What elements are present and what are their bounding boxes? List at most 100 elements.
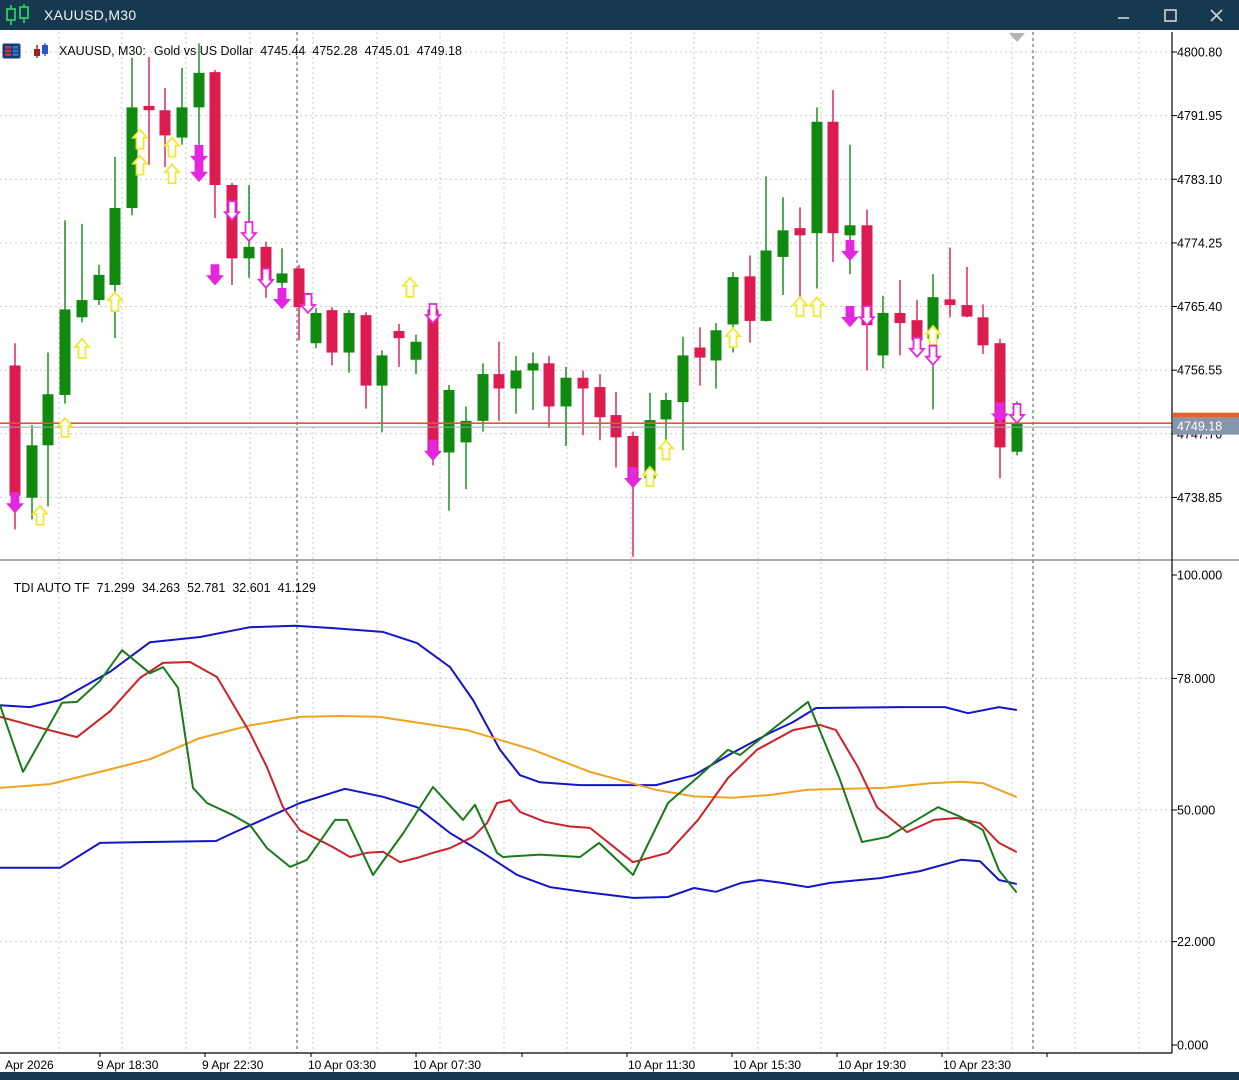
- candle-body: [42, 394, 54, 446]
- candle-body: [911, 320, 923, 341]
- close-button[interactable]: [1193, 0, 1239, 30]
- minimize-button[interactable]: [1101, 0, 1147, 30]
- sell-signal-strong-arrow-icon: [273, 287, 291, 310]
- candle-body: [877, 312, 889, 356]
- candle-body: [660, 399, 672, 420]
- indicator-label: TDI AUTO TF 71.299 34.263 52.781 32.601 41.12…: [0, 567, 316, 609]
- candle-body: [694, 347, 706, 358]
- window-bottom-edge: [0, 1072, 1239, 1080]
- candle-body: [594, 387, 606, 418]
- candle-body: [710, 330, 722, 361]
- chart-type-icon[interactable]: [31, 43, 51, 59]
- candle-body: [811, 121, 823, 234]
- candle-body: [326, 310, 338, 353]
- candle-body: [977, 317, 989, 346]
- sell-signal-arrow-icon: [1008, 403, 1026, 425]
- buy-signal-arrow-icon: [106, 290, 124, 313]
- candle-body: [527, 363, 539, 371]
- ohlc-high: 4752.28: [312, 44, 358, 58]
- candle-body: [744, 276, 756, 321]
- candle-body: [927, 297, 939, 339]
- candle-body: [243, 246, 255, 259]
- current-price-tag[interactable]: [1173, 417, 1239, 435]
- minimize-icon: [1118, 17, 1129, 19]
- sell-signal-strong-arrow-icon: [206, 264, 224, 286]
- time-axis-label: 10 Apr 15:30: [733, 1058, 801, 1072]
- price-axis-label: 4800.80: [1177, 46, 1222, 60]
- current-price-tag-label: 4749.18: [1177, 420, 1222, 434]
- sell-signal-arrow-icon: [424, 303, 442, 325]
- buy-signal-arrow-icon: [808, 295, 826, 318]
- candle-body: [944, 299, 956, 306]
- candle-body: [176, 107, 188, 138]
- market-watch-icon[interactable]: [2, 43, 21, 59]
- candle-body: [360, 315, 372, 386]
- tdi-line-lower_band: [0, 787, 1017, 899]
- candle-body: [627, 435, 639, 481]
- candle-body: [794, 228, 806, 236]
- sell-signal-strong-arrow-icon: [841, 305, 859, 328]
- sell-signal-arrow-icon: [257, 267, 275, 290]
- candle-body: [93, 274, 105, 301]
- candle-body: [861, 225, 873, 326]
- sell-signal-strong-arrow-icon: [190, 144, 208, 167]
- sell-signal-strong-arrow-icon: [190, 160, 208, 183]
- candle-body: [543, 363, 555, 407]
- candle-body: [343, 312, 355, 353]
- candle-body: [76, 300, 88, 318]
- buy-signal-arrow-icon: [401, 276, 419, 298]
- sell-signal-arrow-icon: [908, 336, 926, 359]
- sell-signal-arrow-icon: [240, 221, 258, 243]
- symbol-description: Gold vs US Dollar: [153, 44, 254, 58]
- maximize-icon: [1163, 8, 1177, 22]
- sell-signal-strong-arrow-icon: [424, 439, 442, 461]
- buy-signal-arrow-icon: [791, 295, 809, 318]
- price-axis-label: 4783.10: [1177, 173, 1222, 187]
- candle-body: [727, 277, 739, 325]
- sell-signal-strong-arrow-icon: [624, 467, 642, 489]
- buy-signal-arrow-icon: [73, 337, 91, 359]
- time-axis-label: 10 Apr 11:30: [628, 1058, 695, 1072]
- candle-body: [310, 312, 322, 344]
- price-axis-label: 4774.25: [1177, 236, 1222, 250]
- tdi-line-fast_line: [0, 649, 1017, 893]
- tdi-line-middle_band: [0, 715, 1017, 799]
- candle-body: [376, 355, 388, 386]
- sell-signal-strong-arrow-icon: [991, 402, 1009, 424]
- candle-body: [994, 343, 1006, 448]
- window-title: XAUUSD,M30: [44, 7, 137, 23]
- candle-body: [961, 305, 973, 317]
- sell-signal-arrow-icon: [223, 200, 241, 222]
- buy-signal-arrow-icon: [31, 504, 49, 526]
- candle-body: [610, 415, 622, 438]
- candle-body: [26, 445, 38, 498]
- buy-signal-arrow-icon: [657, 438, 675, 461]
- indicator-value-3: 52.781: [187, 581, 226, 595]
- indicator-value-5: 41.129: [277, 581, 316, 595]
- time-axis-label: 9 Apr 18:30: [97, 1058, 159, 1072]
- time-axis-label: 10 Apr 07:30: [413, 1058, 481, 1072]
- candle-body: [260, 246, 272, 283]
- buy-signal-arrow-icon: [163, 136, 181, 158]
- indicator-value-2: 34.263: [141, 581, 181, 595]
- ohlc-low: 4745.01: [364, 44, 410, 58]
- candle-body: [510, 370, 522, 389]
- chart-canvas[interactable]: 4800.80 4791.95 4783.10 4774.25 4765.40 4756.…: [0, 30, 1239, 1072]
- indicator-value-1: 71.299: [96, 581, 135, 595]
- maximize-button[interactable]: [1147, 0, 1193, 30]
- sell-signal-arrow-icon: [858, 305, 876, 327]
- sell-signal-strong-arrow-icon: [841, 239, 859, 262]
- sell-signal-arrow-icon: [299, 293, 317, 315]
- buy-signal-arrow-icon: [131, 128, 149, 150]
- sell-signal-strong-arrow-icon: [6, 492, 24, 514]
- app-logo-icon: [4, 4, 34, 26]
- candle-body: [143, 105, 155, 111]
- window-titlebar: XAUUSD,M30: [0, 0, 1239, 30]
- candle-body: [844, 225, 856, 236]
- buy-signal-arrow-icon: [641, 465, 659, 487]
- indicator-axis-label: 78.000: [1177, 672, 1215, 686]
- candle-body: [477, 374, 489, 421]
- time-axis-label: Apr 2026: [5, 1058, 54, 1072]
- indicator-axis-label: 22.000: [1177, 935, 1215, 949]
- price-axis-label: 4765.40: [1177, 300, 1222, 314]
